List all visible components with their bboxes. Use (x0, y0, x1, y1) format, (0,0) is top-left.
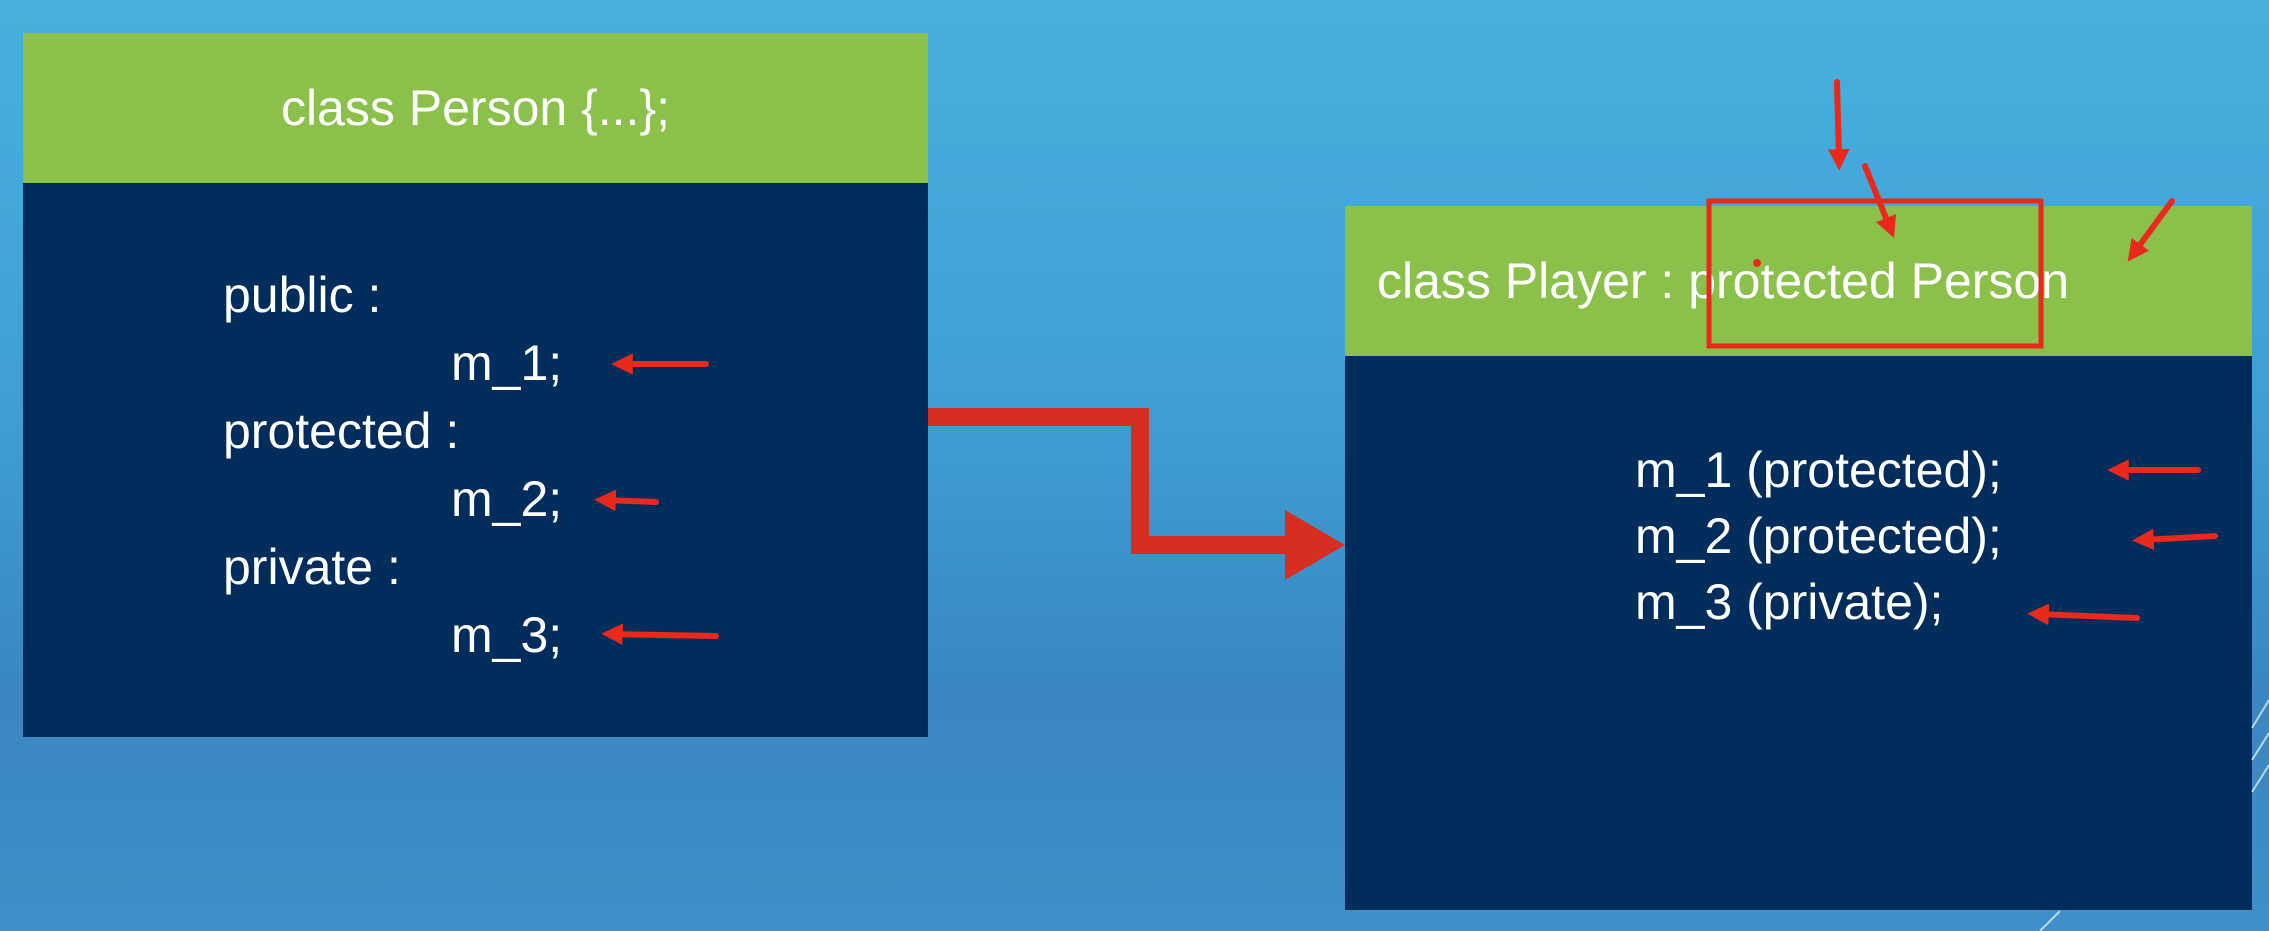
player-class-header: class Player : protected Person (1345, 206, 2252, 356)
inheritance-connector-arrowhead (1285, 510, 1345, 580)
player-line-m2: m_2 (protected); (1635, 508, 2002, 564)
person-line-m1: m_1; (451, 335, 563, 391)
inheritance-connector-arrow (928, 408, 1290, 554)
person-line-protected: protected : (223, 403, 460, 459)
person-class-box: class Person {...}; public : m_1; protec… (23, 33, 928, 737)
person-line-private: private : (223, 539, 401, 595)
person-class-title: class Person {...}; (280, 80, 671, 136)
person-line-m2: m_2; (451, 471, 563, 527)
down-arrow-1-icon (1827, 79, 1850, 171)
player-line-m3: m_3 (private); (1635, 574, 1944, 630)
person-line-m3: m_3; (451, 607, 563, 663)
player-line-m1: m_1 (protected); (1635, 442, 2002, 498)
player-title-prefix: class Player : (1377, 253, 1689, 309)
player-title-suffix: Person (1896, 253, 2070, 309)
person-line-public: public : (223, 267, 382, 323)
player-class-box: class Player : protected Person m_1 (pro… (1345, 206, 2252, 910)
person-class-header: class Person {...}; (23, 33, 928, 183)
player-title-keyword: protected (1688, 253, 1897, 309)
